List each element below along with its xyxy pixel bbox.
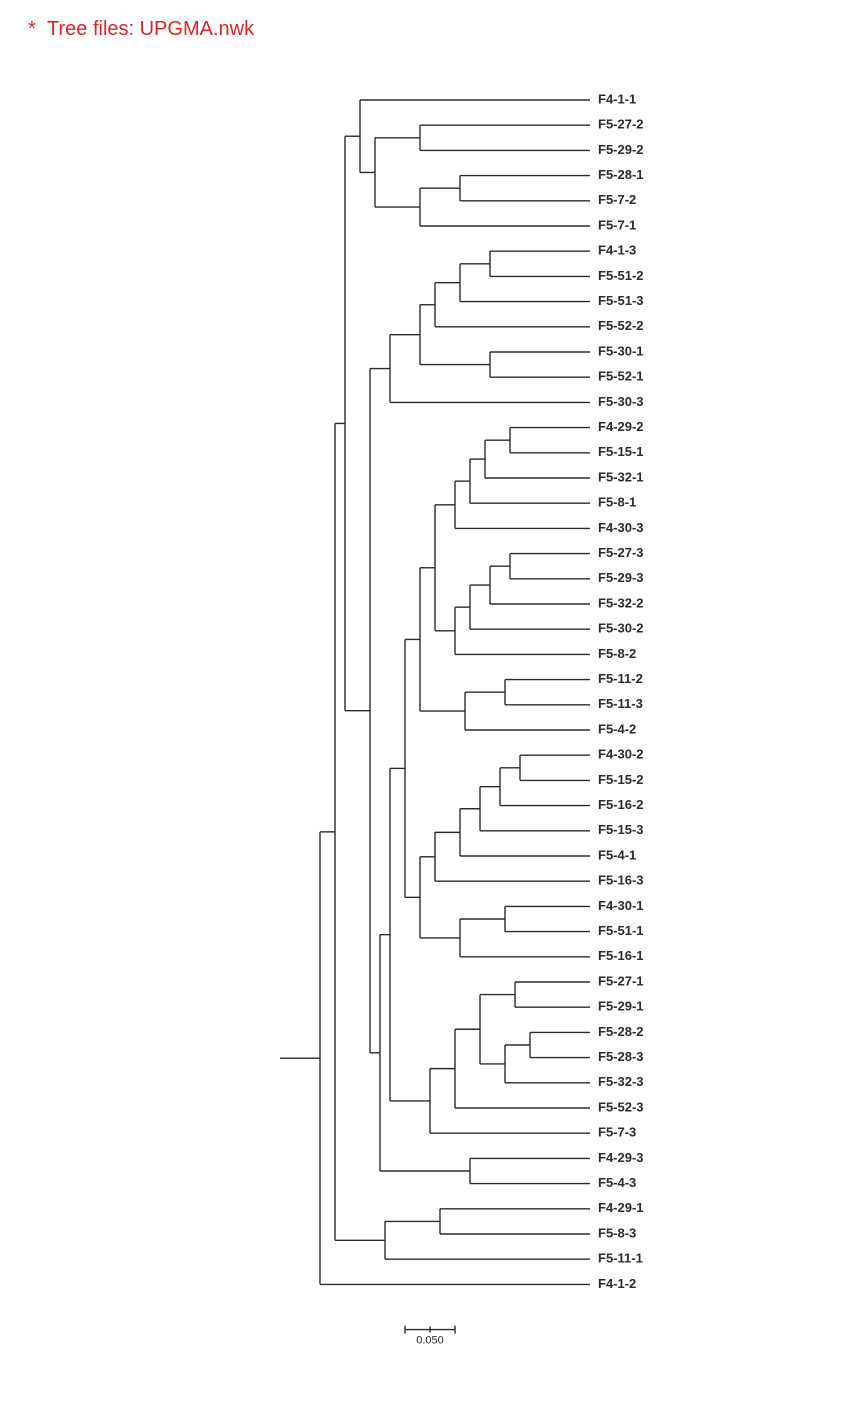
leaf-label: F5-51-2 xyxy=(598,268,644,283)
leaf-label: F5-8-3 xyxy=(598,1225,636,1240)
leaf-label: F4-30-3 xyxy=(598,520,644,535)
dendrogram: F4-1-1 F5-27-2 F5-29-2 F5-28-1 F5-7-2 F5-7-1 F… xyxy=(210,90,810,1350)
asterisk: * xyxy=(28,18,36,40)
leaf-label: F5-15-1 xyxy=(598,444,644,459)
leaf-label: F5-30-2 xyxy=(598,621,644,636)
page: * Tree files: UPGMA.nwk F4-1-1 F5-27-2 F5-… xyxy=(0,0,868,1401)
leaf-label: F5-52-1 xyxy=(598,369,644,384)
leaf-label: F5-27-2 xyxy=(598,117,644,132)
leaf-label: F5-32-2 xyxy=(598,595,644,610)
leaf-label: F4-1-1 xyxy=(598,91,636,106)
leaf-label: F5-28-3 xyxy=(598,1049,644,1064)
leaf-label: F5-29-2 xyxy=(598,142,644,157)
leaf-label: F4-1-2 xyxy=(598,1276,636,1291)
leaf-label: F5-15-3 xyxy=(598,822,644,837)
leaf-label: F4-29-2 xyxy=(598,419,644,434)
leaf-label: F5-4-1 xyxy=(598,847,636,862)
leaf-label: F5-16-1 xyxy=(598,948,644,963)
leaf-label: F5-7-2 xyxy=(598,192,636,207)
leaf-label: F4-30-1 xyxy=(598,898,644,913)
leaf-label: F5-30-3 xyxy=(598,394,644,409)
tree-file-label: Tree files: UPGMA.nwk xyxy=(47,18,254,40)
leaf-label: F5-16-3 xyxy=(598,873,644,888)
leaf-label: F5-28-2 xyxy=(598,1024,644,1039)
dendrogram-svg: F4-1-1 F5-27-2 F5-29-2 F5-28-1 F5-7-2 F5-7-1 F… xyxy=(210,90,810,1360)
leaf-label: F4-1-3 xyxy=(598,243,636,258)
leaf-label: F5-7-1 xyxy=(598,217,636,232)
leaf-label: F5-29-1 xyxy=(598,999,644,1014)
leaf-label: F5-4-2 xyxy=(598,721,636,736)
leaf-label: F4-30-2 xyxy=(598,747,644,762)
tree-file-header: * Tree files: UPGMA.nwk xyxy=(28,18,254,41)
leaf-label: F4-29-1 xyxy=(598,1200,644,1215)
leaf-label: F5-52-3 xyxy=(598,1099,644,1114)
leaf-label: F5-15-2 xyxy=(598,772,644,787)
leaf-label: F5-28-1 xyxy=(598,167,644,182)
leaf-label: F5-32-3 xyxy=(598,1074,644,1089)
leaf-label: F5-51-1 xyxy=(598,923,644,938)
leaf-label: F5-27-3 xyxy=(598,545,644,560)
leaf-label: F5-32-1 xyxy=(598,469,644,484)
leaf-label: F5-51-3 xyxy=(598,293,644,308)
leaf-label: F5-30-1 xyxy=(598,343,644,358)
leaf-label: F5-27-1 xyxy=(598,973,644,988)
leaf-label: F5-11-1 xyxy=(598,1251,643,1266)
scale-bar-label: 0.050 xyxy=(416,1335,444,1347)
leaf-label: F5-16-2 xyxy=(598,797,644,812)
leaf-label: F5-4-3 xyxy=(598,1175,636,1190)
leaf-label: F4-29-3 xyxy=(598,1150,644,1165)
leaf-label: F5-8-1 xyxy=(598,495,636,510)
leaf-label: F5-11-2 xyxy=(598,671,643,686)
leaf-label: F5-11-3 xyxy=(598,696,643,711)
leaf-label: F5-7-3 xyxy=(598,1125,636,1140)
leaf-label: F5-29-3 xyxy=(598,570,644,585)
leaf-label: F5-8-2 xyxy=(598,646,636,661)
leaf-label: F5-52-2 xyxy=(598,318,644,333)
